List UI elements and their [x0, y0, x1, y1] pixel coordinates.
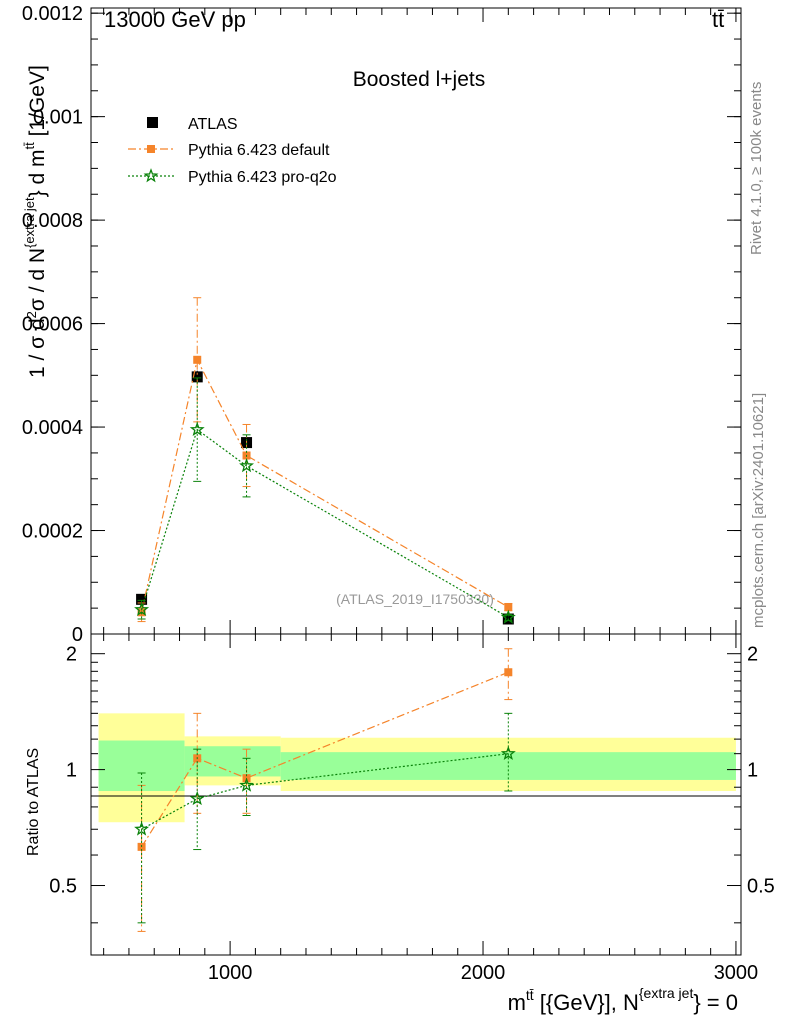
main-y-tick-label: 0.0002 — [22, 521, 83, 543]
main-y-tick-label: 0.0012 — [22, 3, 83, 25]
data-point — [134, 601, 150, 617]
ratio-y-tick-label-right: 1 — [747, 760, 758, 782]
main-y-ticks: 0 0.0002 0.0004 0.0006 0.0008 0.001 0.0012 — [22, 3, 741, 646]
uncertainty-band-inner — [98, 740, 185, 791]
main-y-tick-label: 0 — [72, 624, 83, 646]
ratio-point — [189, 790, 205, 806]
analysis-watermark: (ATLAS_2019_I1750330) — [336, 591, 494, 607]
main-series — [134, 297, 516, 625]
legend-marker-atlas — [147, 117, 158, 128]
ratio-y-tick-label-right: 2 — [747, 644, 758, 666]
ratio-point — [239, 777, 255, 792]
legend-item-pythia-pro-q2o: Pythia 6.423 pro-q2o — [128, 168, 337, 186]
series-line — [141, 428, 509, 618]
ratio-line — [141, 671, 509, 848]
ratio-y-axis-label: Ratio to ATLAS — [25, 748, 42, 856]
chart-title: Boosted l+jets — [353, 68, 486, 91]
legend-label-pythia-pro-q2o: Pythia 6.423 pro-q2o — [188, 169, 337, 186]
data-point — [239, 458, 255, 473]
legend-marker-pythia-default — [147, 145, 155, 153]
ratio-line — [141, 753, 509, 830]
x-tick-label: 1000 — [208, 962, 253, 984]
legend-item-pythia-default: Pythia 6.423 default — [128, 142, 330, 159]
main-y-tick-label: 0.0004 — [22, 417, 83, 439]
data-point — [193, 355, 202, 364]
ratio-y-ticks: 0.5 0.5 1 1 2 2 — [49, 644, 775, 924]
rivet-label: Rivet 4.1.0, ≥ 100k events — [748, 82, 765, 255]
main-x-ticks — [103, 8, 737, 634]
ratio-y-tick-label: 0.5 — [49, 876, 77, 898]
data-point — [504, 603, 513, 612]
ratio-point — [134, 821, 150, 836]
ratio-bands — [98, 713, 736, 823]
ratio-y-tick-label: 1 — [66, 760, 77, 782]
ratio-y-tick-label-right: 0.5 — [747, 876, 775, 898]
mcplots-label: mcplots.cern.ch [arXiv:2401.10621] — [750, 393, 767, 628]
ratio-point — [504, 668, 513, 677]
x-tick-label: 2000 — [461, 962, 506, 984]
data-point — [191, 371, 203, 383]
data-point — [189, 421, 205, 437]
legend: ATLAS Pythia 6.423 default Pythia 6.423 … — [128, 116, 337, 186]
process-label: tt̄ — [712, 7, 724, 32]
x-tick-label: 3000 — [714, 962, 759, 984]
ratio-x-ticks: 1000 2000 3000 — [103, 634, 759, 984]
ratio-series-1 — [134, 712, 516, 924]
series-line — [141, 358, 509, 613]
ratio-y-tick-label: 2 — [66, 644, 77, 666]
legend-label-pythia-default: Pythia 6.423 default — [188, 142, 330, 159]
series-1 — [137, 297, 513, 623]
main-panel-frame — [90, 7, 742, 635]
ratio-panel: 0.5 0.5 1 1 2 2 1000 2000 3000 Ratio to ATLAS — [25, 633, 775, 984]
x-axis-label: mtt̄ [{GeV}], N{extra jet} = 0 — [508, 985, 738, 1015]
series-2 — [134, 377, 516, 624]
main-y-axis-label: 1 / σ d2σ / d N{extra jet} d mtt̄ [1/GeV… — [22, 65, 49, 378]
data-point — [500, 609, 516, 624]
legend-marker-pythia-pro-q2o — [143, 168, 159, 183]
legend-label-atlas: ATLAS — [188, 116, 238, 133]
main-panel: Boosted l+jets (ATLAS_2019_I1750330) 0 0.… — [22, 3, 742, 646]
ratio-panel-frame — [90, 633, 742, 956]
main-y-tick-label: 0.0008 — [22, 210, 83, 232]
energy-label: 13000 GeV pp — [104, 7, 246, 32]
data-point — [136, 593, 148, 605]
main-y-tick-label: 0.001 — [33, 107, 83, 129]
ratio-point — [500, 745, 516, 761]
ratio-series — [134, 648, 516, 932]
main-y-tick-label: 0.0006 — [22, 314, 83, 336]
legend-item-atlas: ATLAS — [147, 116, 238, 133]
series-0 — [136, 370, 514, 625]
